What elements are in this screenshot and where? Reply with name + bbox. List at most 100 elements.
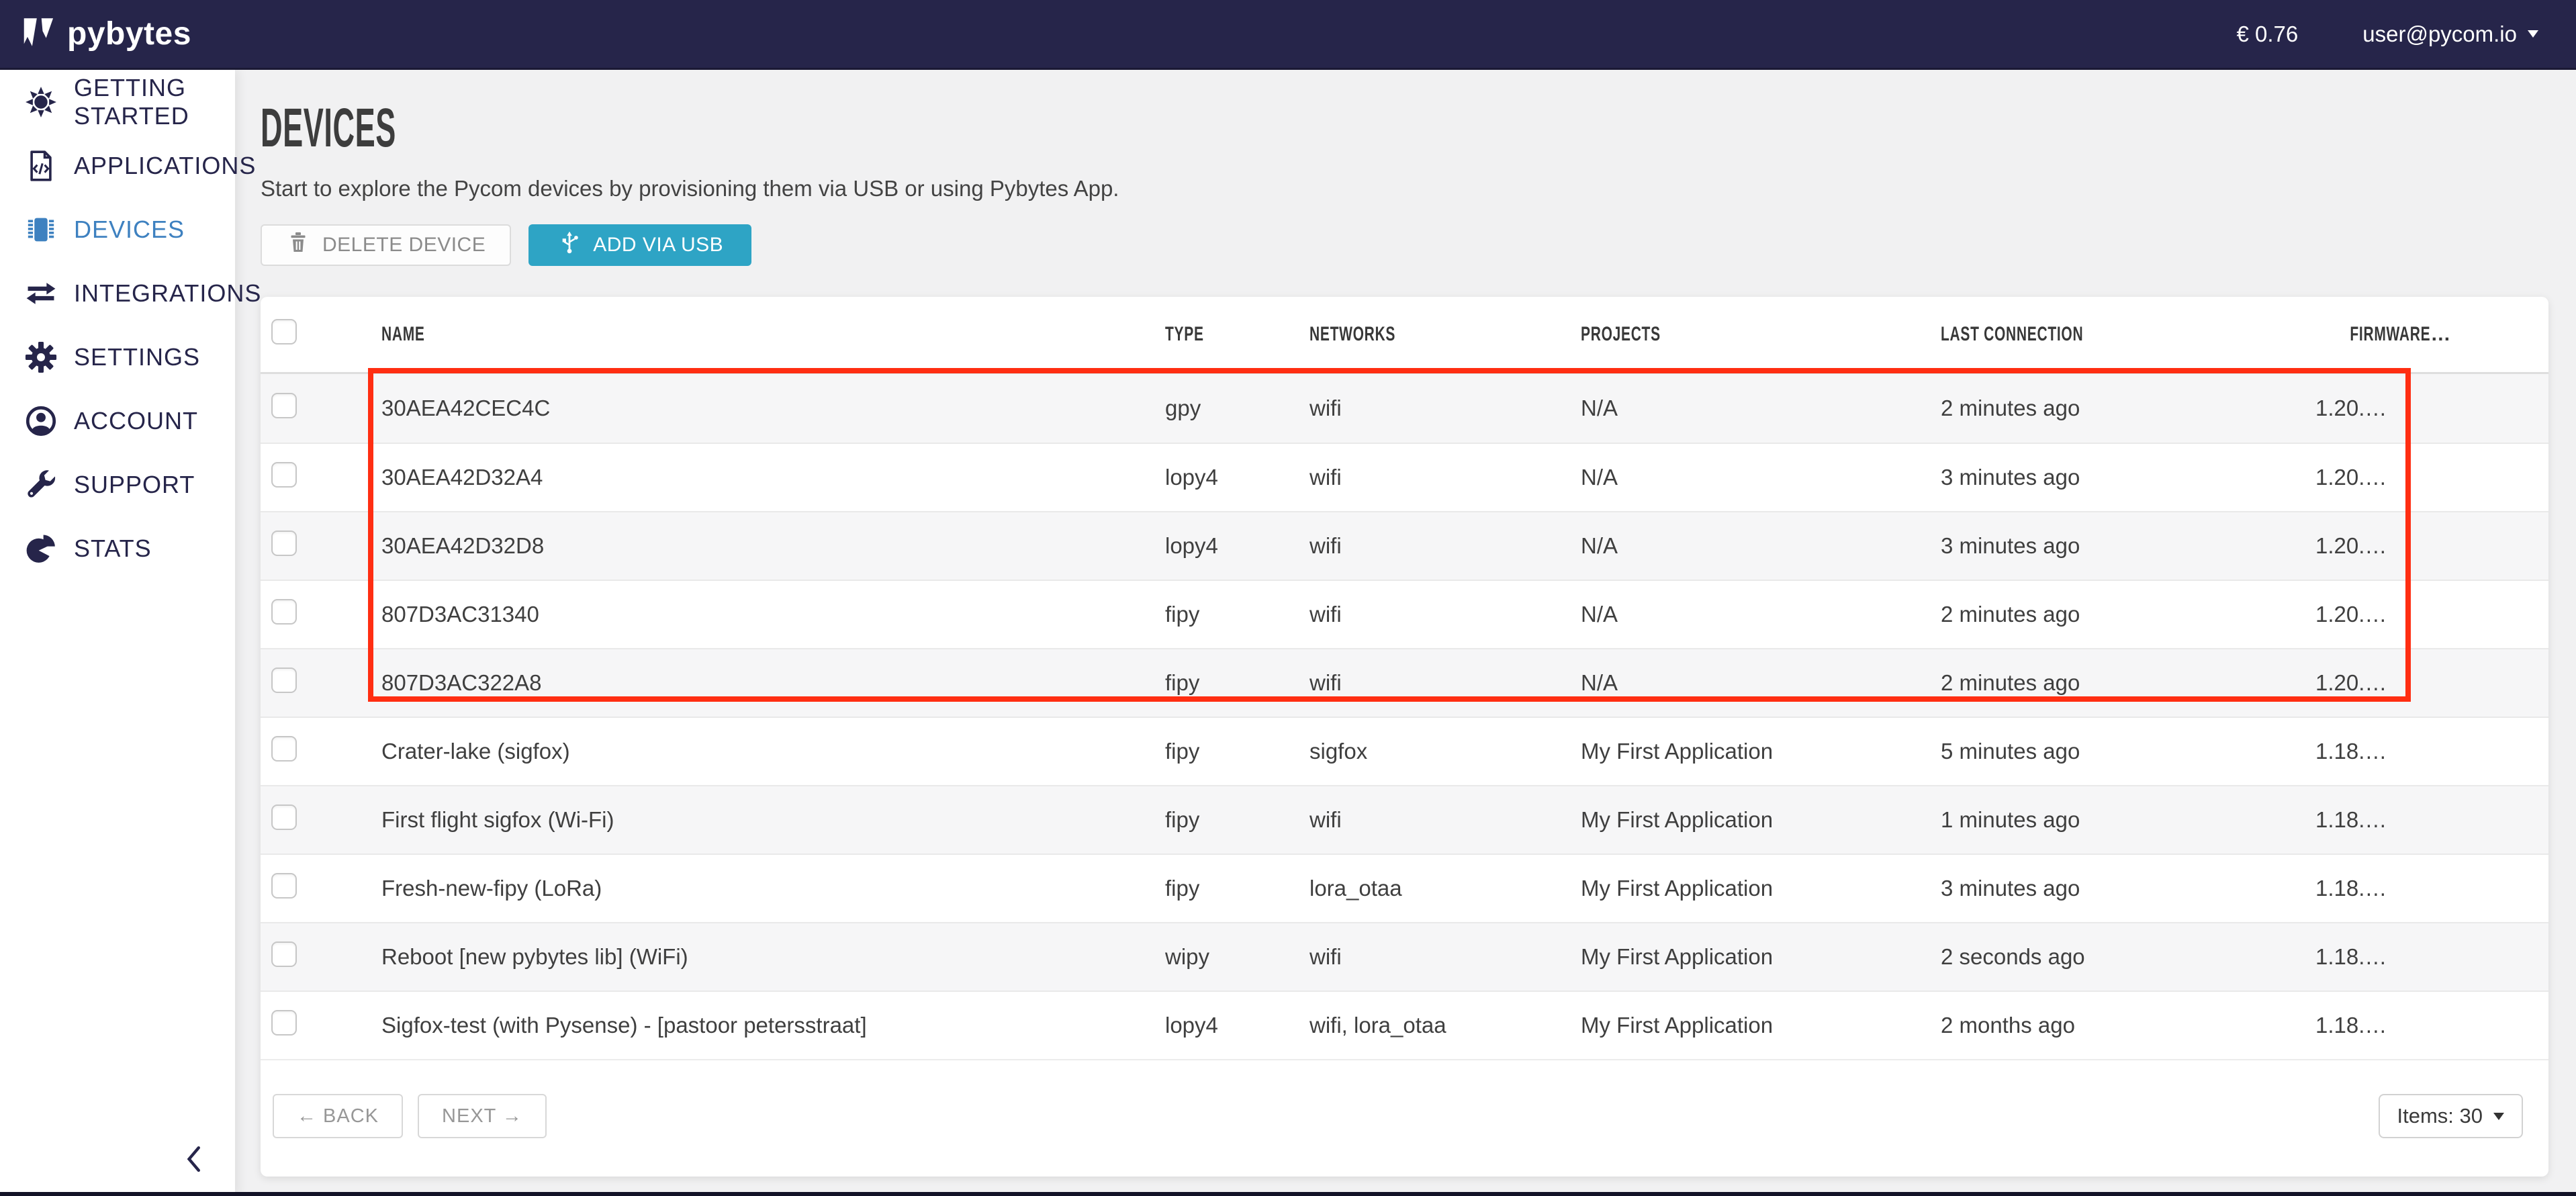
arrows-exchange-icon: [23, 275, 59, 312]
device-firmware-cell: 1.18.2.r6: [2315, 1013, 2548, 1038]
device-firmware-cell: 1.18.2.r6: [2315, 807, 2548, 833]
brand-name: pybytes: [67, 15, 191, 52]
table-row[interactable]: 807D3AC322A8 fipy wifi N/A 2 minutes ago…: [261, 648, 2548, 717]
device-projects-cell: My First Application: [1581, 807, 1941, 833]
device-projects-cell: My First Application: [1581, 739, 1941, 764]
device-name-cell: 30AEA42D32D8: [381, 533, 1165, 559]
table-row[interactable]: 30AEA42CEC4C gpy wifi N/A 2 minutes ago …: [261, 374, 2548, 443]
device-networks-cell: wifi: [1309, 396, 1581, 421]
row-checkbox[interactable]: [271, 736, 297, 762]
device-name-cell: 30AEA42CEC4C: [381, 396, 1165, 421]
back-button[interactable]: ← BACK: [273, 1094, 403, 1138]
device-projects-cell: N/A: [1581, 602, 1941, 627]
device-name-cell: Fresh-new-fipy (LoRa): [381, 876, 1165, 901]
row-checkbox[interactable]: [271, 804, 297, 830]
device-name-cell: Crater-lake (sigfox): [381, 739, 1165, 764]
gear-icon: [23, 339, 59, 375]
device-type-cell: gpy: [1165, 396, 1309, 421]
topbar: pybytes € 0.76 user@pycom.io: [0, 0, 2576, 70]
device-projects-cell: N/A: [1581, 465, 1941, 490]
row-checkbox[interactable]: [271, 941, 297, 967]
device-type-cell: fipy: [1165, 670, 1309, 696]
sidebar-nav: GETTING STARTEDAPPLICATIONS DEVICES INTEGR…: [0, 70, 235, 580]
device-name-cell: 30AEA42D32A4: [381, 465, 1165, 490]
sidebar-item-label: DEVICES: [74, 216, 185, 244]
device-networks-cell: sigfox: [1309, 739, 1581, 764]
sidebar-item-label: APPLICATIONS: [74, 152, 256, 180]
sidebar-item-label: SUPPORT: [74, 471, 195, 499]
table-row[interactable]: 30AEA42D32A4 lopy4 wifi N/A 3 minutes ag…: [261, 443, 2548, 511]
table-row[interactable]: Crater-lake (sigfox) fipy sigfox My Firs…: [261, 717, 2548, 785]
device-type-cell: fipy: [1165, 807, 1309, 833]
table-header-row: NAME TYPE NETWORKS PROJECTS LAST CONNECT…: [261, 297, 2548, 374]
table-row[interactable]: First flight sigfox (Wi-Fi) fipy wifi My…: [261, 785, 2548, 854]
sun-icon: [23, 84, 59, 120]
device-projects-cell: My First Application: [1581, 876, 1941, 901]
device-name-cell: 807D3AC322A8: [381, 670, 1165, 696]
sidebar-item-integrations[interactable]: INTEGRATIONS: [0, 261, 235, 325]
device-firmware-cell: 1.20.1.r0: [2315, 602, 2548, 627]
sidebar-item-stats[interactable]: STATS: [0, 516, 235, 580]
device-type-cell: fipy: [1165, 602, 1309, 627]
row-checkbox[interactable]: [271, 599, 297, 625]
add-via-usb-button[interactable]: ADD VIA USB: [528, 224, 751, 266]
row-checkbox[interactable]: [271, 462, 297, 488]
user-email: user@pycom.io: [2362, 21, 2517, 47]
table-row[interactable]: 807D3AC31340 fipy wifi N/A 2 minutes ago…: [261, 580, 2548, 648]
pie-chart-icon: [23, 531, 59, 567]
device-name-cell: First flight sigfox (Wi-Fi): [381, 807, 1165, 833]
page-description: Start to explore the Pycom devices by pr…: [261, 176, 2576, 201]
table-row[interactable]: Fresh-new-fipy (LoRa) fipy lora_otaa My …: [261, 854, 2548, 922]
row-checkbox[interactable]: [271, 1010, 297, 1036]
sidebar-item-getting-started[interactable]: GETTING STARTED: [0, 70, 235, 134]
device-last-connection-cell: 2 months ago: [1941, 1013, 2315, 1038]
table-body: 30AEA42CEC4C gpy wifi N/A 2 minutes ago …: [261, 374, 2548, 1059]
row-checkbox[interactable]: [271, 668, 297, 693]
device-firmware-cell: 1.18.2.r6: [2315, 876, 2548, 901]
device-firmware-cell: 1.20.1.r0: [2315, 533, 2548, 559]
column-header-type: TYPE: [1165, 323, 1204, 346]
items-per-page-dropdown[interactable]: Items: 30: [2379, 1094, 2524, 1138]
sidebar: GETTING STARTEDAPPLICATIONS DEVICES INTEGR…: [0, 70, 235, 1196]
select-all-checkbox[interactable]: [271, 319, 297, 344]
main-content: DEVICES Start to explore the Pycom devic…: [235, 70, 2576, 1196]
items-per-page-label: Items: 30: [2397, 1104, 2483, 1128]
table-row[interactable]: Reboot [new pybytes lib] (WiFi) wipy wif…: [261, 922, 2548, 991]
row-checkbox[interactable]: [271, 873, 297, 899]
device-last-connection-cell: 1 minutes ago: [1941, 807, 2315, 833]
chevron-left-icon: [183, 1144, 204, 1174]
device-networks-cell: wifi: [1309, 533, 1581, 559]
delete-device-button[interactable]: DELETE DEVICE: [261, 224, 511, 266]
column-header-firmware: FIRMWARE: [2350, 323, 2430, 346]
device-networks-cell: wifi: [1309, 465, 1581, 490]
device-projects-cell: My First Application: [1581, 944, 1941, 970]
pager: ← BACK NEXT →: [273, 1094, 547, 1138]
sidebar-item-settings[interactable]: SETTINGS: [0, 325, 235, 389]
device-networks-cell: wifi: [1309, 602, 1581, 627]
trash-icon: [286, 230, 310, 260]
pybytes-logo: pybytes: [23, 15, 191, 52]
device-firmware-cell: 1.18.2.r6: [2315, 739, 2548, 764]
device-networks-cell: wifi, lora_otaa: [1309, 1013, 1581, 1038]
user-menu[interactable]: user@pycom.io: [2362, 21, 2538, 47]
usb-icon: [557, 230, 582, 261]
device-type-cell: lopy4: [1165, 533, 1309, 559]
sidebar-item-account[interactable]: ACCOUNT: [0, 389, 235, 453]
account-balance: € 0.76: [2237, 21, 2299, 47]
table-row[interactable]: 30AEA42D32D8 lopy4 wifi N/A 3 minutes ag…: [261, 511, 2548, 580]
sidebar-item-support[interactable]: SUPPORT: [0, 453, 235, 516]
device-last-connection-cell: 3 minutes ago: [1941, 533, 2315, 559]
row-checkbox[interactable]: [271, 393, 297, 418]
sidebar-item-label: ACCOUNT: [74, 407, 198, 435]
row-checkbox[interactable]: [271, 531, 297, 556]
device-type-cell: lopy4: [1165, 1013, 1309, 1038]
column-header-last-connection: LAST CONNECTION: [1941, 323, 2083, 346]
next-button[interactable]: NEXT →: [418, 1094, 547, 1138]
sidebar-item-devices[interactable]: DEVICES: [0, 197, 235, 261]
sidebar-item-applications[interactable]: APPLICATIONS: [0, 134, 235, 197]
device-last-connection-cell: 2 minutes ago: [1941, 670, 2315, 696]
sidebar-collapse-button[interactable]: [183, 1144, 204, 1177]
table-row[interactable]: Sigfox-test (with Pysense) - [pastoor pe…: [261, 991, 2548, 1059]
device-last-connection-cell: 3 minutes ago: [1941, 465, 2315, 490]
device-last-connection-cell: 3 minutes ago: [1941, 876, 2315, 901]
